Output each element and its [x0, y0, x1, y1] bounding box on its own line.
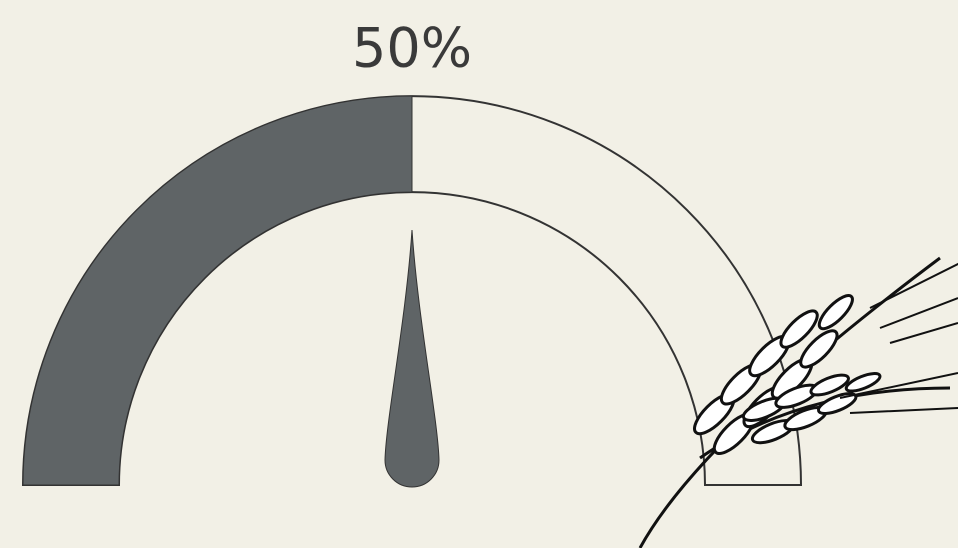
gauge-widget: 50% — [0, 0, 958, 548]
page: 50% (() => { const data = JSON.parse(doc… — [0, 0, 958, 548]
value-label: 50% — [352, 17, 472, 80]
